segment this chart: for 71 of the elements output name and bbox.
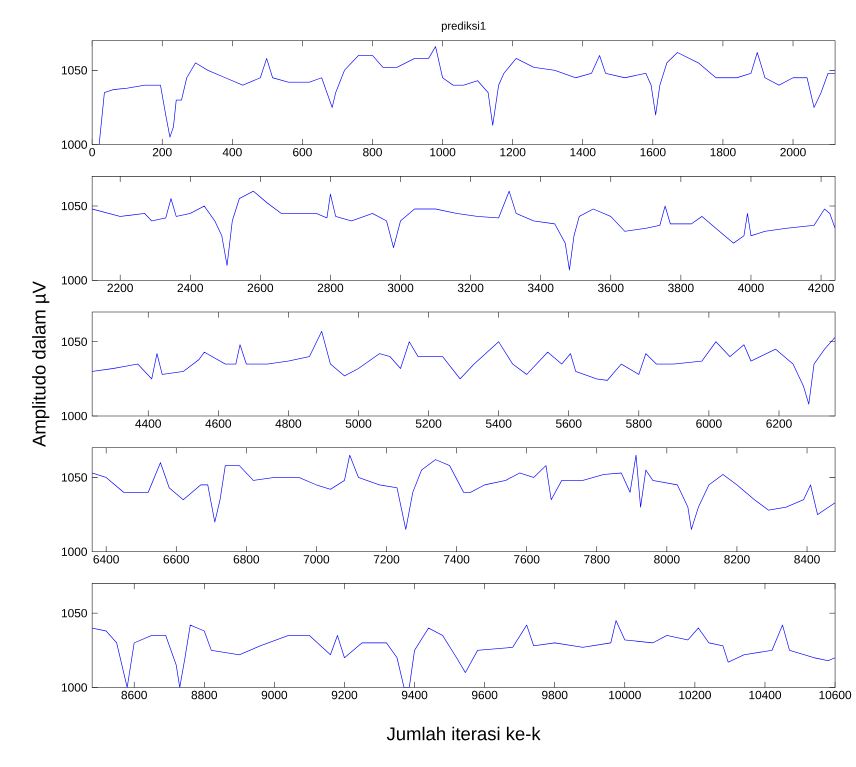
- y-axis-title: Amplitudo dalam µV: [32, 281, 50, 448]
- x-tick-label: 2800: [318, 284, 344, 292]
- x-tick-label: 9800: [542, 690, 568, 700]
- x-axis-title: Jumlah iterasi ke-k: [386, 726, 541, 741]
- x-tick-label: 4000: [738, 284, 764, 292]
- chart-title: prediksi1: [442, 22, 486, 32]
- x-tick-label: 3600: [598, 284, 624, 292]
- x-tick-label: 9400: [402, 690, 428, 700]
- x-tick-label: 3000: [388, 284, 414, 292]
- x-tick-label: 4600: [205, 420, 232, 428]
- y-tick-label: 1050: [62, 338, 87, 346]
- x-tick-label: 2000: [780, 148, 806, 157]
- x-tick-label: 8600: [121, 690, 147, 700]
- line-series: [92, 454, 836, 530]
- x-tick-label: 5200: [416, 420, 442, 428]
- x-tick-label: 6200: [766, 420, 792, 428]
- x-tick-label: 200: [152, 148, 172, 157]
- y-tick-label: 1050: [62, 609, 87, 618]
- x-tick-label: 8000: [654, 555, 680, 564]
- x-tick-label: 1800: [710, 148, 736, 157]
- x-tick-label: 2200: [108, 284, 133, 292]
- x-tick-label: 3800: [668, 284, 694, 292]
- y-tick-label: 1000: [62, 412, 87, 420]
- x-tick-label: 7600: [514, 555, 540, 564]
- x-tick-label: 2600: [248, 284, 274, 292]
- y-tick-label: 1050: [62, 202, 87, 210]
- y-tick-label: 1000: [62, 683, 87, 692]
- x-tick-label: 5600: [556, 420, 582, 428]
- x-tick-label: 7000: [304, 555, 330, 564]
- x-tick-label: 2400: [178, 284, 204, 292]
- x-tick-label: 600: [293, 148, 312, 157]
- x-tick-label: 6400: [94, 555, 119, 564]
- x-tick-label: 6800: [234, 555, 260, 564]
- x-tick-label: 1000: [430, 148, 456, 157]
- x-tick-label: 4400: [135, 420, 161, 428]
- x-tick-label: 3200: [458, 284, 484, 292]
- x-tick-label: 7200: [374, 555, 400, 564]
- x-tick-label: 7400: [444, 555, 470, 564]
- x-tick-label: 10600: [819, 690, 852, 700]
- x-tick-label: 1400: [570, 148, 596, 157]
- x-tick-label: 9600: [472, 690, 498, 700]
- x-tick-label: 8200: [724, 555, 750, 564]
- x-tick-label: 6000: [696, 420, 722, 428]
- line-series: [92, 331, 836, 405]
- line-series: [92, 620, 836, 688]
- x-tick-label: 5400: [486, 420, 512, 428]
- x-tick-label: 8800: [192, 690, 218, 700]
- x-tick-label: 800: [363, 148, 382, 157]
- x-tick-label: 9000: [262, 690, 288, 700]
- x-tick-label: 4200: [808, 284, 834, 292]
- x-tick-label: 5000: [346, 420, 372, 428]
- y-tick-label: 1000: [62, 548, 87, 556]
- x-tick-label: 400: [222, 148, 242, 157]
- x-tick-label: 3400: [528, 284, 554, 292]
- x-tick-label: 7800: [584, 555, 610, 564]
- x-tick-label: 9200: [332, 690, 358, 700]
- x-tick-label: 1600: [640, 148, 666, 157]
- x-tick-label: 8400: [794, 555, 820, 564]
- x-tick-label: 10000: [609, 690, 641, 700]
- x-tick-label: 10200: [679, 690, 711, 700]
- y-tick-label: 1050: [62, 473, 87, 482]
- y-tick-label: 1000: [62, 276, 87, 285]
- x-tick-label: 10400: [749, 690, 782, 700]
- x-tick-label: 5800: [626, 420, 652, 428]
- y-tick-label: 1050: [62, 66, 87, 75]
- line-series: [98, 46, 836, 145]
- x-tick-label: 6600: [164, 555, 189, 564]
- x-tick-label: 4800: [275, 420, 302, 428]
- y-tick-label: 1000: [62, 140, 87, 149]
- x-tick-label: 0: [89, 148, 95, 157]
- x-tick-label: 1200: [500, 148, 526, 157]
